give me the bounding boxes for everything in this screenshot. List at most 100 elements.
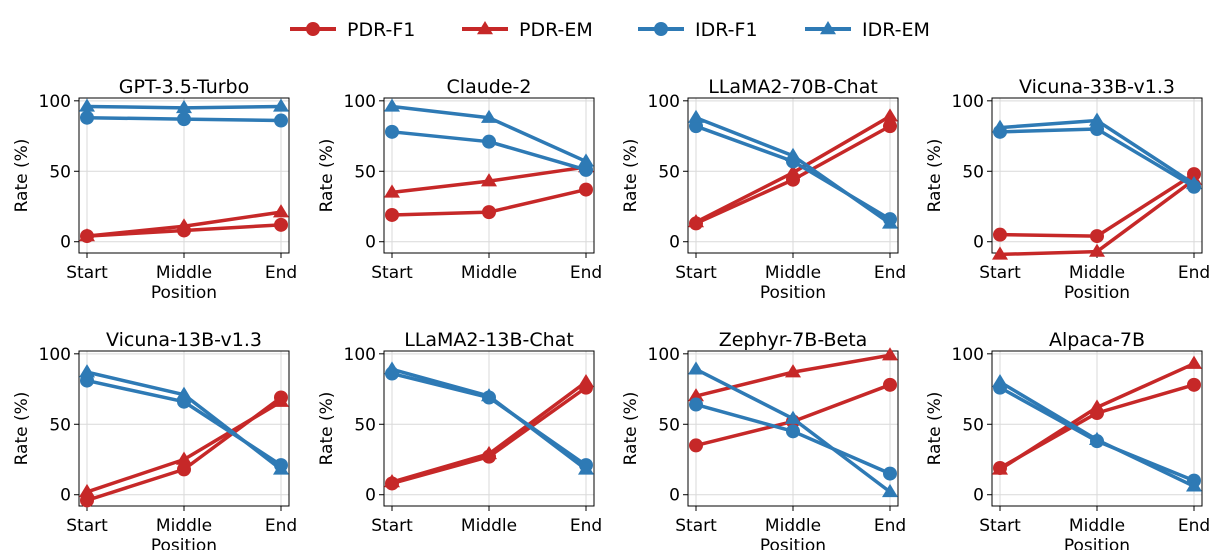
legend-label: IDR-EM: [862, 19, 930, 41]
chart-title: GPT-3.5-Turbo: [119, 76, 250, 98]
y-axis-label: Rate (%): [925, 392, 945, 466]
y-tick-label: 100: [344, 92, 376, 112]
x-axis-label: Position: [1064, 283, 1130, 303]
legend-label: PDR-F1: [347, 19, 415, 41]
data-point: [384, 474, 400, 488]
y-tick-label: 100: [952, 345, 984, 365]
y-axis-label: Rate (%): [317, 139, 337, 213]
data-point: [384, 184, 400, 198]
legend-item-idr-f1: IDR-F1: [638, 19, 758, 41]
series-idr-em: [384, 361, 594, 475]
y-tick-label: 100: [39, 345, 71, 365]
data-point: [1090, 229, 1104, 244]
x-tick-label: Start: [371, 263, 413, 283]
data-point: [993, 227, 1007, 242]
panel-vicuna-33b-v1-3: Vicuna-33B-v1.3 0 50 100 Start Middle End Posit…: [925, 76, 1210, 303]
y-axis-label: Rate (%): [621, 139, 641, 213]
data-point: [80, 110, 94, 125]
x-tick-label: Middle: [765, 516, 821, 536]
data-point: [176, 451, 192, 465]
series-idr-em: [384, 98, 594, 167]
x-tick-label: Start: [675, 516, 717, 536]
x-tick-label: Start: [675, 263, 717, 283]
panel-zephyr-7b-beta: Zephyr-7B-Beta 0 50 100 Start Middle End Positi…: [621, 329, 906, 550]
series-idr-em: [79, 364, 289, 475]
legend-label: PDR-EM: [519, 19, 593, 41]
legend-item-idr-em: IDR-EM: [805, 19, 930, 41]
data-point: [176, 99, 192, 114]
x-tick-label: End: [874, 516, 906, 536]
y-tick-label: 0: [669, 486, 680, 506]
x-axis-label: Position: [151, 283, 217, 303]
y-tick-label: 50: [354, 415, 376, 435]
data-point: [992, 461, 1008, 475]
legend-item-pdr-em: PDR-EM: [462, 19, 593, 41]
chart-panels: GPT-3.5-Turbo 0 50 100 Start Middle End Positio…: [12, 76, 1210, 550]
x-tick-label: End: [1178, 263, 1210, 283]
x-tick-label: End: [1178, 516, 1210, 536]
y-tick-label: 50: [49, 415, 71, 435]
y-tick-label: 0: [60, 486, 71, 506]
data-point: [882, 347, 898, 361]
y-tick-label: 100: [344, 345, 376, 365]
chart-title: Vicuna-13B-v1.3: [106, 329, 262, 351]
data-point: [481, 445, 497, 460]
y-tick-label: 100: [952, 92, 984, 112]
x-tick-label: Middle: [1069, 263, 1125, 283]
y-axis-label: Rate (%): [925, 139, 945, 213]
y-tick-label: 0: [60, 233, 71, 253]
x-tick-label: Middle: [461, 516, 517, 536]
chart-title: LLaMA2-70B-Chat: [708, 76, 878, 98]
y-tick-label: 50: [658, 415, 680, 435]
data-point: [274, 113, 288, 128]
legend-item-pdr-f1: PDR-F1: [290, 19, 415, 41]
data-point: [481, 388, 497, 402]
data-point: [882, 483, 898, 498]
data-point: [1186, 355, 1202, 369]
x-axis-label: Position: [760, 283, 826, 303]
data-point: [176, 218, 192, 232]
y-tick-label: 100: [39, 92, 71, 112]
series-pdr-em: [79, 204, 289, 242]
data-point: [785, 147, 801, 161]
data-point: [689, 438, 703, 453]
legend-marker-circle-icon: [654, 22, 668, 36]
x-tick-label: Start: [66, 263, 108, 283]
y-tick-label: 50: [49, 162, 71, 182]
y-axis-label: Rate (%): [621, 392, 641, 466]
data-point: [482, 134, 496, 149]
x-tick-label: Start: [371, 516, 413, 536]
y-axis-label: Rate (%): [317, 392, 337, 466]
data-point: [177, 462, 191, 477]
y-tick-label: 0: [669, 233, 680, 253]
x-tick-label: End: [265, 516, 297, 536]
x-tick-label: End: [265, 263, 297, 283]
x-tick-label: Start: [66, 516, 108, 536]
legend-marker-circle-icon: [306, 22, 320, 36]
panel-claude-2: Claude-2 0 50 100 Start Middle End Rate (%): [317, 76, 602, 283]
panel-gpt-3-5-turbo: GPT-3.5-Turbo 0 50 100 Start Middle End Positio…: [12, 76, 297, 303]
series-pdr-em: [384, 374, 594, 488]
data-point: [273, 98, 289, 112]
y-tick-label: 100: [648, 92, 680, 112]
panel-llama2-13b-chat: LLaMA2-13B-Chat 0 50 100 Start Middle End Rate …: [317, 329, 602, 536]
data-point: [688, 109, 704, 123]
data-point: [1187, 377, 1201, 392]
data-point: [1186, 478, 1202, 492]
data-point: [578, 153, 594, 167]
y-tick-label: 0: [973, 486, 984, 506]
data-point: [882, 215, 898, 229]
panel-llama2-70b-chat: LLaMA2-70B-Chat 0 50 100 Start Middle End Posit…: [621, 76, 906, 303]
series-pdr-em: [992, 355, 1202, 475]
legend: PDR-F1 PDR-EM IDR-F1 IDR-EM: [290, 19, 930, 41]
x-tick-label: Middle: [156, 263, 212, 283]
data-point: [1089, 243, 1105, 257]
chart-title: Claude-2: [447, 76, 532, 98]
chart-title: Zephyr-7B-Beta: [719, 329, 868, 351]
x-axis-label: Position: [1064, 536, 1130, 550]
series-idr-f1: [385, 124, 593, 177]
x-axis-label: Position: [151, 536, 217, 550]
data-point: [883, 119, 897, 134]
x-axis-label: Position: [760, 536, 826, 550]
